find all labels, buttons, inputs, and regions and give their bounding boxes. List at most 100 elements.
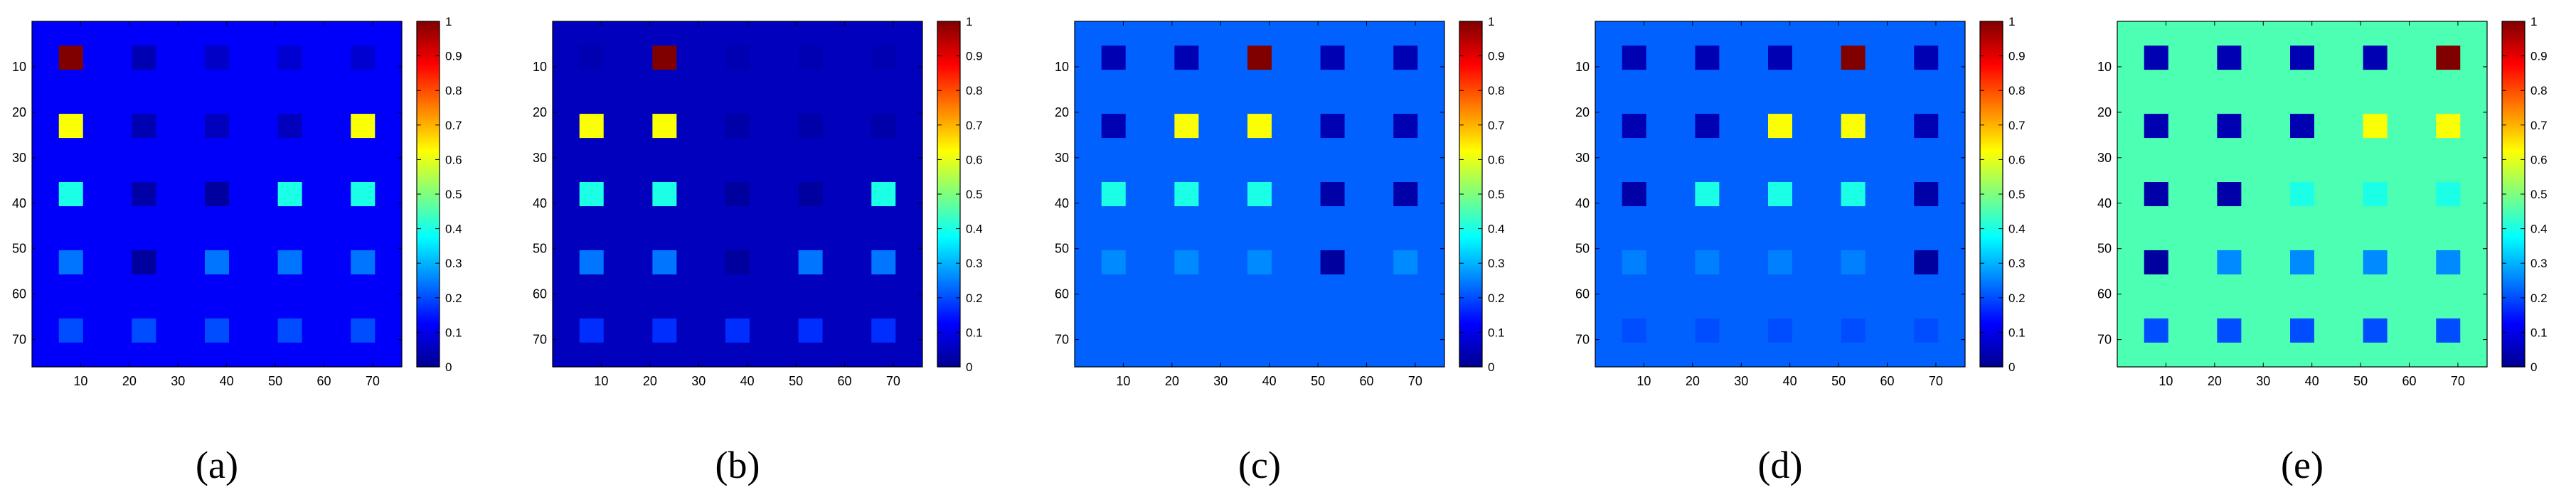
colorbar-tick-label: 0.5 bbox=[2530, 188, 2548, 201]
heatmap-cell bbox=[1914, 46, 1939, 70]
colorbar-tick-label: 0.6 bbox=[1488, 153, 1505, 166]
panel-caption: (e) bbox=[2281, 444, 2324, 486]
heatmap-cell bbox=[351, 318, 376, 343]
y-tick-label: 20 bbox=[12, 105, 26, 119]
panel-caption: (b) bbox=[715, 444, 760, 486]
y-tick-label: 20 bbox=[533, 105, 547, 119]
heatmap-cell bbox=[2144, 46, 2168, 70]
heatmap-cell bbox=[652, 46, 677, 70]
colorbar-tick-label: 0.8 bbox=[2008, 84, 2026, 97]
heatmap-cell bbox=[1768, 114, 1792, 139]
heatmap-cell bbox=[725, 46, 750, 70]
colorbar-tick-label: 0.1 bbox=[445, 326, 462, 339]
colorbar-tick-label: 0 bbox=[445, 360, 452, 374]
heatmap-cell bbox=[2217, 114, 2242, 139]
heatmap-cell bbox=[2144, 114, 2168, 139]
heatmap-cell bbox=[1101, 114, 1126, 139]
x-tick-label: 70 bbox=[366, 374, 380, 388]
heatmap-cell bbox=[277, 318, 302, 343]
heatmap-cell bbox=[1914, 318, 1939, 343]
x-tick-label: 30 bbox=[2256, 374, 2270, 388]
colorbar-tick-label: 0.1 bbox=[1488, 326, 1505, 339]
x-tick-label: 50 bbox=[1831, 374, 1846, 388]
x-tick-label: 40 bbox=[740, 374, 755, 388]
heatmap-cell bbox=[798, 46, 823, 70]
y-tick-label: 60 bbox=[533, 287, 547, 301]
heatmap-cell bbox=[1247, 114, 1272, 139]
heatmap-cell bbox=[579, 114, 604, 139]
heatmap-cell bbox=[2436, 318, 2461, 343]
y-tick-label: 20 bbox=[1575, 105, 1590, 119]
heatmap-cell bbox=[2217, 318, 2242, 343]
y-tick-label: 10 bbox=[1575, 60, 1590, 74]
heatmap-cell bbox=[579, 250, 604, 274]
colorbar-tick-label: 0.4 bbox=[2530, 223, 2548, 236]
colorbar-tick-label: 0.1 bbox=[966, 326, 983, 339]
y-tick-label: 70 bbox=[1575, 333, 1590, 347]
colorbar-tick-label: 0.1 bbox=[2530, 326, 2548, 339]
colorbar-tick-label: 0.4 bbox=[966, 223, 983, 236]
panel-caption: (a) bbox=[196, 444, 238, 486]
heatmap-cell bbox=[1101, 250, 1126, 274]
colorbar-tick-label: 0 bbox=[966, 360, 972, 374]
heatmap-cell bbox=[652, 250, 677, 274]
y-tick-label: 50 bbox=[533, 242, 547, 256]
y-tick-label: 70 bbox=[1055, 333, 1069, 347]
colorbar-tick-label: 0.9 bbox=[1488, 50, 1505, 63]
heatmap-cell bbox=[132, 182, 156, 206]
y-tick-label: 40 bbox=[1055, 196, 1069, 210]
plot-frame bbox=[1595, 21, 1966, 368]
heatmap-cell bbox=[2363, 182, 2388, 206]
heatmap-cell bbox=[871, 318, 896, 343]
heatmap-cell bbox=[2290, 318, 2314, 343]
colorbar-tick-label: 0.9 bbox=[445, 50, 462, 63]
x-tick-label: 70 bbox=[1929, 374, 1943, 388]
x-tick-label: 20 bbox=[1165, 374, 1179, 388]
plot-frame bbox=[31, 21, 403, 368]
colorbar-tick-label: 0.4 bbox=[1488, 223, 1505, 236]
heatmap-cell bbox=[1320, 250, 1345, 274]
heatmap-panel-d: 10 20 30 40 50 60 70 10 20 30 40 50 60 70 0 0.1 0.2 0.3 0.… bbox=[1575, 15, 2026, 486]
y-tick-label: 60 bbox=[12, 287, 26, 301]
heatmap-cell bbox=[351, 114, 376, 139]
heatmap-cell bbox=[2436, 182, 2461, 206]
x-tick-label: 60 bbox=[1360, 374, 1374, 388]
plot-frame bbox=[1074, 21, 1445, 368]
colorbar-tick-label: 1 bbox=[1488, 15, 1494, 28]
y-tick-label: 40 bbox=[1575, 196, 1590, 210]
heatmap-cell bbox=[652, 182, 677, 206]
x-tick-label: 60 bbox=[2402, 374, 2417, 388]
y-tick-label: 70 bbox=[2097, 333, 2112, 347]
heatmap-cell bbox=[871, 250, 896, 274]
heatmap-cell bbox=[1393, 114, 1418, 139]
heatmap-cell bbox=[2290, 182, 2314, 206]
heatmap-cell bbox=[1841, 114, 1866, 139]
heatmap-cell bbox=[205, 318, 229, 343]
heatmap-cell bbox=[2363, 250, 2388, 274]
y-tick-label: 50 bbox=[12, 242, 26, 256]
colorbar-tick-label: 0.5 bbox=[2008, 188, 2026, 201]
y-tick-label: 60 bbox=[2097, 287, 2112, 301]
colorbar-tick-label: 0.2 bbox=[966, 292, 983, 305]
y-tick-label: 70 bbox=[12, 333, 26, 347]
heatmap-cell bbox=[798, 250, 823, 274]
x-tick-label: 30 bbox=[1213, 374, 1228, 388]
x-tick-label: 40 bbox=[1262, 374, 1277, 388]
colorbar-tick-label: 0.8 bbox=[445, 84, 462, 97]
x-tick-label: 20 bbox=[643, 374, 657, 388]
colorbar-tick-label: 1 bbox=[966, 15, 972, 28]
heatmap-cell bbox=[1174, 114, 1199, 139]
colorbar-tick-label: 0.6 bbox=[2008, 153, 2026, 166]
heatmap-cell bbox=[58, 250, 83, 274]
heatmap-cell bbox=[2144, 182, 2168, 206]
heatmap-cell bbox=[1841, 318, 1866, 343]
colorbar-tick-label: 0.4 bbox=[2008, 223, 2026, 236]
y-tick-label: 10 bbox=[12, 60, 26, 74]
x-tick-label: 30 bbox=[171, 374, 185, 388]
heatmap-cell bbox=[205, 250, 229, 274]
colorbar-tick-label: 0.7 bbox=[2530, 119, 2548, 132]
colorbar-tick-label: 0.3 bbox=[2530, 257, 2548, 270]
plot-frame bbox=[2117, 21, 2488, 368]
colorbar-tick-label: 0.2 bbox=[1488, 292, 1505, 305]
heatmap-cell bbox=[1174, 182, 1199, 206]
